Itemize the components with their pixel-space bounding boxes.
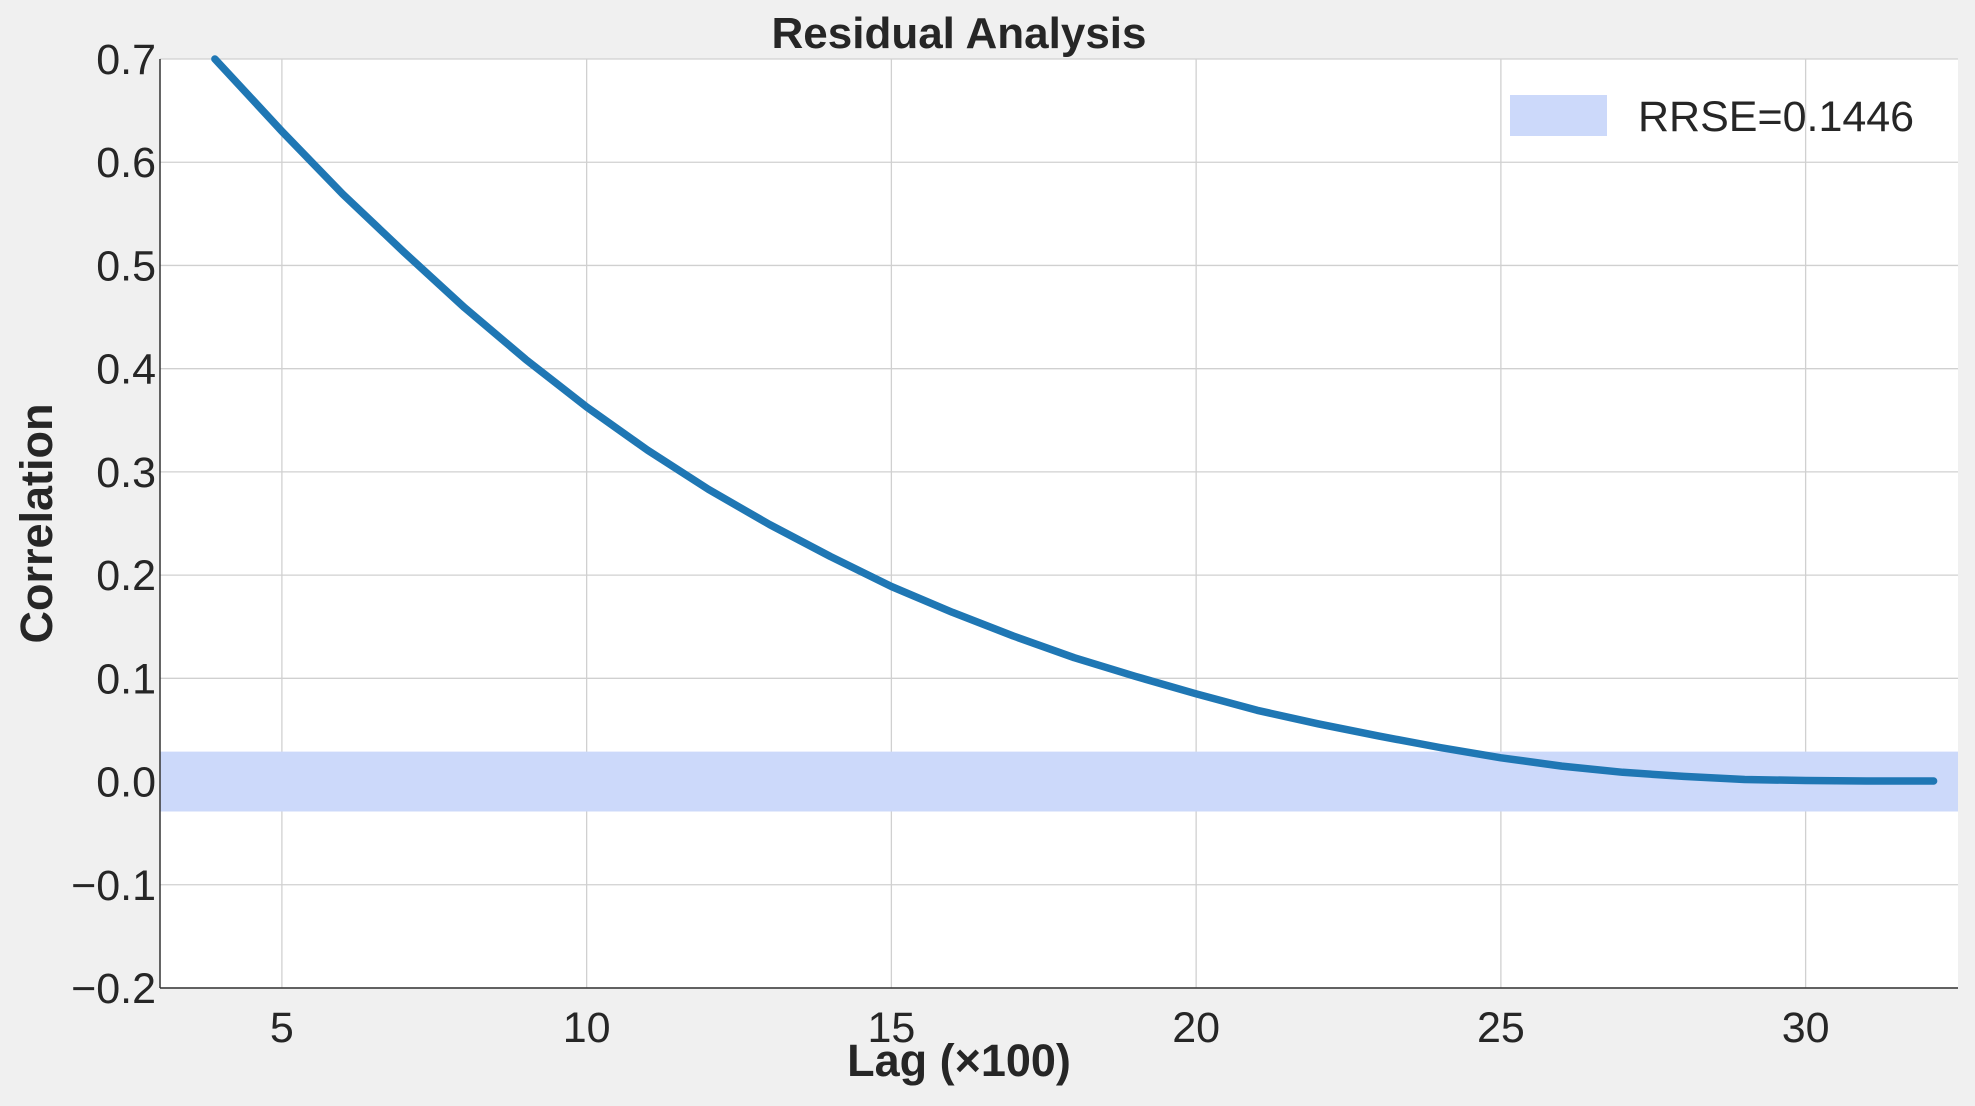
y-tick-label: 0.2 — [96, 552, 156, 600]
y-tick-label: 0.4 — [96, 346, 156, 394]
gridlines — [160, 58, 1958, 989]
x-tick-label: 5 — [270, 1004, 294, 1052]
y-axis-title: Correlation — [11, 403, 62, 643]
x-tick-label: 20 — [1172, 1004, 1220, 1052]
y-tick-label: −0.2 — [71, 965, 156, 1013]
y-tick-label: 0.1 — [96, 655, 156, 703]
x-tick-label: 25 — [1477, 1004, 1525, 1052]
y-tick-label: 0.0 — [96, 759, 156, 807]
y-tick-label: −0.1 — [71, 862, 156, 910]
legend-label-band: RRSE=0.1446 — [1638, 93, 1914, 141]
axes — [159, 59, 1958, 989]
plot-area — [160, 59, 1958, 988]
y-tick-label: 0.5 — [96, 242, 156, 290]
x-tick-label: 15 — [867, 1004, 915, 1052]
tick-labels: 5 10 15 20 25 30 −0.2 −0.1 0.0 0.1 0.2 0.3 0.4 0.5 0.6… — [71, 36, 1829, 1052]
y-tick-label: 0.3 — [96, 449, 156, 497]
chart-title: Residual Analysis — [772, 9, 1147, 58]
x-tick-label: 30 — [1782, 1004, 1830, 1052]
x-axis-title: Lag (×100) — [847, 1035, 1071, 1086]
x-tick-label: 10 — [563, 1004, 611, 1052]
series-layer — [211, 55, 1938, 785]
confidence-band — [160, 751, 1958, 812]
legend: RRSE=0.1446 — [1510, 93, 1914, 141]
series-line-1 — [211, 55, 1938, 785]
y-tick-label: 0.7 — [96, 36, 156, 84]
y-tick-label: 0.6 — [96, 139, 156, 187]
legend-swatch-band — [1510, 95, 1607, 136]
